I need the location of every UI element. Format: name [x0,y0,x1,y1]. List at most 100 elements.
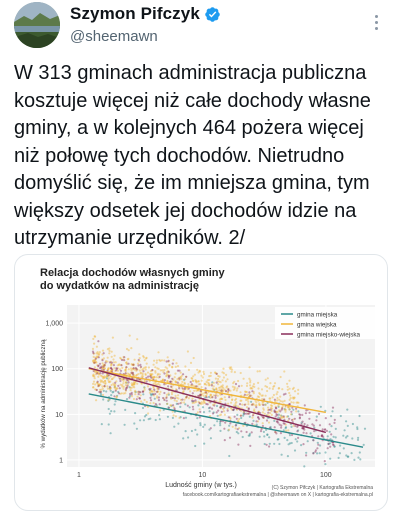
data-point [195,385,198,388]
data-point [119,379,122,383]
data-point [102,352,105,355]
data-point [170,380,174,383]
data-point [176,365,180,368]
data-point [251,403,254,406]
data-point [163,359,166,362]
data-point [324,463,327,466]
data-point [97,365,100,368]
data-point [283,422,286,425]
data-point [215,381,218,384]
data-point [125,381,128,384]
data-point [132,364,135,367]
data-point [298,417,301,420]
data-point [226,409,229,412]
data-point [214,371,217,374]
data-point [138,391,141,394]
data-point [154,402,157,406]
data-point [110,367,113,370]
data-point [124,388,127,391]
data-point [295,410,298,413]
data-point [275,420,278,423]
data-point [143,386,146,389]
data-point [221,385,224,388]
data-point [268,408,271,411]
trend-line-2 [88,367,327,434]
data-point [209,396,212,399]
data-point [147,418,150,421]
data-point [221,397,224,401]
data-point [230,368,234,371]
data-point [130,386,133,389]
data-point [108,412,111,415]
data-point [138,357,141,360]
attached-chart-image[interactable]: Relacja dochodów własnych gminy do wydat… [14,254,388,511]
data-point [165,374,168,377]
data-point [245,390,248,394]
data-point [165,393,168,396]
data-point [292,418,295,421]
data-point [214,371,217,375]
data-point [115,395,118,398]
data-point [95,388,98,391]
data-point [197,400,200,403]
data-point [223,427,226,430]
data-point [198,401,201,405]
data-point [212,403,215,406]
data-point [162,408,165,411]
data-point [249,384,252,387]
data-point [132,382,135,385]
data-point [279,432,282,435]
data-point [126,372,129,375]
data-point [234,399,237,402]
data-point [148,388,151,391]
avatar[interactable] [14,2,60,48]
data-point [139,372,142,375]
data-point [280,426,283,429]
more-options-icon[interactable] [364,10,388,34]
data-point [101,366,104,369]
data-point [320,434,323,437]
data-point [110,368,114,371]
data-point [198,369,201,372]
data-point [128,396,131,399]
data-point [240,399,243,402]
data-point [246,382,249,385]
data-point [107,366,110,370]
data-point [345,454,348,457]
data-point [103,379,107,382]
data-point [254,404,257,407]
data-point [233,386,236,389]
data-point [169,404,172,407]
data-point [115,369,118,372]
data-point [101,380,104,383]
author-handle[interactable]: @sheemawn [70,28,158,45]
data-point [130,391,133,394]
data-point [268,397,271,400]
data-point [154,383,157,386]
data-point [244,421,247,424]
data-point [297,410,300,413]
data-point [103,364,106,367]
data-point [262,401,265,404]
data-point [190,384,193,387]
data-point [312,452,315,455]
data-point [276,438,279,441]
data-point [238,417,241,421]
data-point [273,409,276,412]
data-point [327,442,330,446]
data-point [154,392,157,396]
data-point [138,369,141,372]
data-point [211,412,215,415]
data-point [266,377,269,380]
data-point [279,414,282,417]
legend-label-1: gmina wiejska [297,321,337,328]
data-point [301,413,304,416]
data-point [219,406,222,409]
author-display-name[interactable]: Szymon Pifczyk [70,4,200,23]
data-point [208,428,211,431]
data-point [132,367,135,370]
data-point [232,388,235,391]
data-point [124,381,127,384]
data-point [319,405,322,408]
data-point [157,372,160,375]
